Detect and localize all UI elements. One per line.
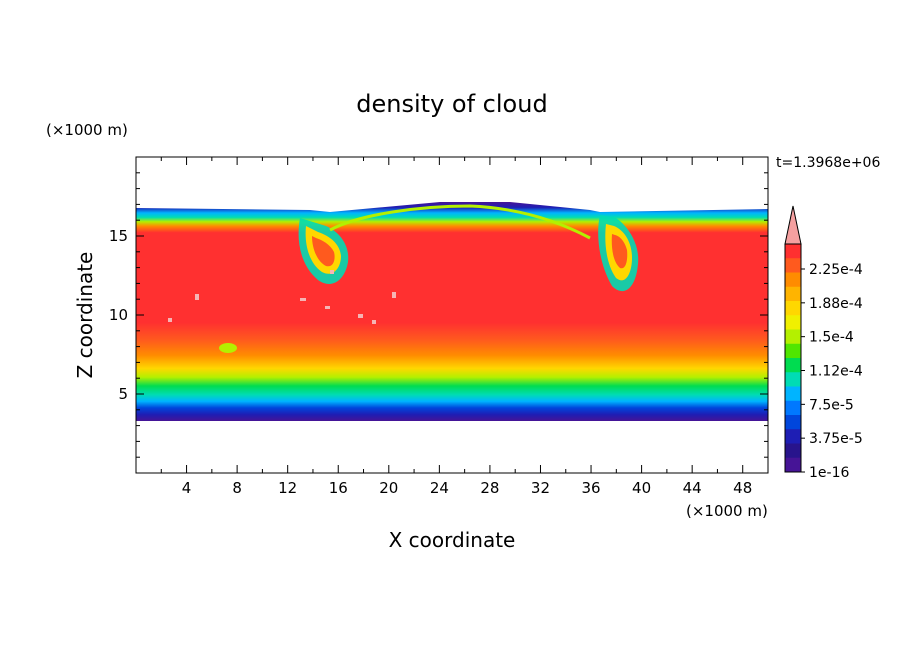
- y-tick-label: 15: [109, 227, 128, 245]
- colorbar-swatch: [785, 315, 801, 330]
- colorbar-label: 7.5e-5: [809, 397, 854, 413]
- cloud-green-spot: [219, 343, 237, 353]
- colorbar-label: 2.25e-4: [809, 262, 863, 278]
- cloud-density-field: [136, 202, 768, 421]
- y-axis-ticks: 5 10 15: [109, 172, 768, 458]
- x-tick-label: 32: [531, 479, 550, 497]
- colorbar-swatch: [785, 301, 801, 316]
- x-axis-label: X coordinate: [389, 528, 516, 552]
- cloud-eddy-right-inner: [611, 234, 628, 269]
- colorbar-label: 1.12e-4: [809, 364, 863, 380]
- colorbar-swatch: [785, 286, 801, 302]
- x-tick-label: 16: [329, 479, 348, 497]
- x-axis-ticks: 4 8 12 16 20 24 28 32 36 40 44 48: [160, 157, 752, 497]
- colorbar-swatch: [785, 443, 801, 459]
- cloud-top-edge: [329, 204, 591, 240]
- colorbar-label: 1.88e-4: [809, 296, 863, 312]
- colorbar-label: 3.75e-5: [809, 431, 863, 447]
- y-axis-unit: (×1000 m): [46, 121, 128, 139]
- x-tick-label: 44: [683, 479, 702, 497]
- colorbar-swatch: [785, 343, 801, 359]
- colorbar-swatch: [785, 386, 801, 402]
- colorbar-label: 1.5e-4: [809, 330, 854, 346]
- colorbar: 2.25e-4 1.88e-4 1.5e-4 1.12e-4 7.5e-5 3.75e-5…: [784, 205, 863, 481]
- colorbar-swatch: [785, 329, 801, 345]
- plot-area: [136, 202, 768, 421]
- x-tick-label: 40: [632, 479, 651, 497]
- x-tick-label: 4: [182, 479, 192, 497]
- colorbar-swatch: [785, 272, 801, 288]
- time-label: t=1.3968e+06: [776, 155, 880, 171]
- colorbar-swatch: [785, 400, 801, 416]
- x-tick-label: 12: [278, 479, 297, 497]
- colorbar-swatch: [785, 372, 801, 387]
- x-tick-label: 36: [581, 479, 600, 497]
- x-axis-unit: (×1000 m): [686, 502, 768, 520]
- y-tick-label: 10: [109, 306, 128, 324]
- colorbar-label: 1e-16: [809, 465, 849, 481]
- colorbar-swatch: [785, 429, 801, 444]
- colorbar-swatch: [785, 457, 801, 473]
- y-tick-label: 5: [118, 385, 128, 403]
- x-tick-label: 20: [379, 479, 398, 497]
- colorbar-swatch: [785, 244, 801, 259]
- x-tick-label: 28: [480, 479, 499, 497]
- cloud-max-specks: [168, 270, 396, 324]
- colorbar-extend-arrow: [784, 205, 802, 245]
- x-tick-label: 48: [733, 479, 752, 497]
- y-axis-label: Z coordinate: [73, 252, 97, 379]
- x-tick-label: 24: [430, 479, 449, 497]
- chart-title: density of cloud: [356, 90, 547, 118]
- colorbar-swatch: [785, 258, 801, 273]
- colorbar-swatch: [785, 415, 801, 430]
- colorbar-swatch: [785, 358, 801, 373]
- cloud-eddy-left-inner: [312, 236, 335, 267]
- x-tick-label: 8: [232, 479, 242, 497]
- colorbar-frame: [784, 243, 802, 473]
